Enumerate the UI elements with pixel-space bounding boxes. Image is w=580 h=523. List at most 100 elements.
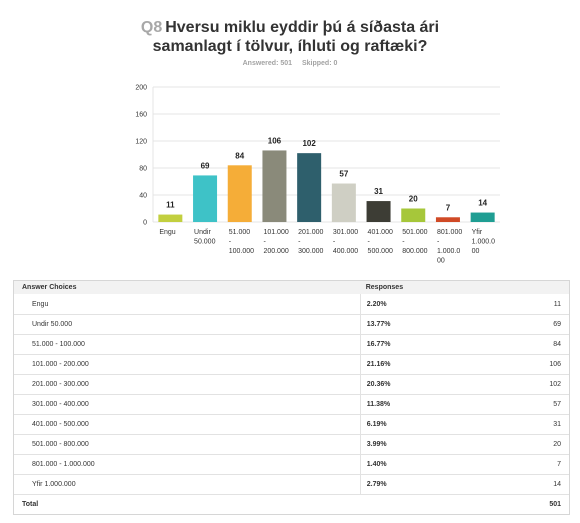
row-percent: 1.40%: [359, 455, 490, 474]
table-row: 51.000 - 100.000 16.77% 84: [14, 334, 569, 354]
question-title-line2: samanlagt í tölvur, íhluti og raftæki?: [152, 38, 428, 55]
row-percent: 16.77%: [359, 335, 490, 354]
y-tick-label: 40: [139, 193, 147, 200]
bar-value-label: 7: [446, 203, 451, 212]
row-percent: 21.16%: [359, 355, 490, 374]
bar: [366, 201, 391, 222]
table-row: 101.000 - 200.000 21.16% 106: [14, 354, 569, 374]
x-tick-label: -: [368, 239, 371, 246]
x-tick-label: 500.000: [368, 248, 393, 255]
x-tick-label: Engu: [159, 229, 175, 236]
x-tick-label: 1.000.0: [437, 248, 460, 255]
x-tick-label: 00: [472, 248, 480, 255]
bar: [297, 153, 322, 222]
x-tick-label: 400.000: [333, 248, 358, 255]
row-label: Yfir 1.000.000: [32, 481, 76, 488]
table-header-row: Answer Choices Responses: [14, 281, 569, 294]
question-number: Q8: [140, 19, 163, 36]
row-percent: 2.79%: [359, 475, 490, 494]
row-count: 57: [553, 401, 561, 408]
row-percent: 3.99%: [359, 435, 490, 454]
table-row: 201.000 - 300.000 20.36% 102: [14, 374, 569, 394]
row-count: 14: [553, 481, 561, 488]
bar-value-label: 84: [235, 151, 244, 160]
row-count: 7: [557, 461, 561, 468]
responses-table: Answer Choices Responses Engu 2.20% 11 Undi…: [13, 280, 570, 515]
bar-value-label: 106: [268, 136, 282, 145]
x-tick-label: 50.000: [194, 239, 216, 246]
row-label: 301.000 - 400.000: [32, 401, 89, 408]
row-percent: 6.19%: [359, 415, 490, 434]
y-tick-label: 160: [135, 112, 147, 119]
y-tick-label: 200: [135, 85, 147, 92]
table-row: Engu 2.20% 11: [14, 294, 569, 314]
row-label: 51.000 - 100.000: [32, 341, 85, 348]
bar: [401, 208, 426, 222]
x-tick-label: -: [437, 239, 440, 246]
question-title-line1: Hversu miklu eyddir þú á síðasta ári: [165, 19, 440, 36]
header-responses: Responses: [365, 284, 404, 291]
x-tick-label: 00: [437, 258, 445, 265]
x-tick-label: 301.000: [333, 229, 358, 236]
row-label: 101.000 - 200.000: [32, 361, 89, 368]
row-percent: 2.20%: [359, 294, 490, 314]
bar-value-label: 57: [339, 170, 348, 179]
bar-value-label: 31: [374, 187, 383, 196]
bar: [227, 165, 252, 222]
row-label: Engu: [32, 300, 49, 308]
total-count: 501: [549, 501, 561, 508]
bar: [331, 183, 356, 222]
answered-count: Answered: 501: [242, 60, 293, 67]
row-count: 84: [553, 341, 561, 348]
x-tick-label: 801.000: [437, 229, 462, 236]
x-tick-label: 200.000: [263, 248, 288, 255]
bar: [470, 212, 495, 222]
x-tick-label: 51.000: [229, 229, 251, 236]
x-tick-label: 1.000.0: [472, 239, 495, 246]
x-tick-label: Yfir: [472, 229, 483, 236]
table-total-row: Total 501: [14, 494, 569, 514]
table-body: Engu 2.20% 11 Undir 50.000 13.77% 69 51.000 - …: [14, 294, 569, 494]
row-count: 102: [549, 381, 561, 388]
question-title-block: Q8 Hversu miklu eyddir þú á síðasta ári s…: [0, 18, 580, 56]
row-label: 501.000 - 800.000: [32, 441, 89, 448]
table-row: 801.000 - 1.000.000 1.40% 7: [14, 454, 569, 474]
bar: [193, 175, 218, 222]
row-count: 31: [553, 421, 561, 428]
row-count: 106: [549, 361, 561, 368]
table-row: Yfir 1.000.000 2.79% 14: [14, 474, 569, 494]
x-tick-label: 201.000: [298, 229, 323, 236]
row-label: 801.000 - 1.000.000: [32, 461, 95, 468]
table-row: 301.000 - 400.000 11.38% 57: [14, 394, 569, 414]
bar-value-label: 14: [478, 199, 487, 208]
x-tick-label: 800.000: [402, 248, 427, 255]
row-percent: 20.36%: [359, 375, 490, 394]
question-title: Q8 Hversu miklu eyddir þú á síðasta ári: [0, 18, 580, 37]
x-tick-label: -: [333, 239, 336, 246]
bar: [158, 214, 183, 222]
x-tick-label: -: [263, 239, 266, 246]
row-label: 201.000 - 300.000: [32, 381, 89, 388]
response-meta: Answered: 501 Skipped: 0: [0, 60, 580, 67]
row-count: 69: [553, 321, 561, 328]
y-tick-label: 120: [135, 139, 147, 146]
bar-value-label: 102: [302, 139, 316, 148]
header-answer-choices: Answer Choices: [22, 284, 77, 291]
table-row: Undir 50.000 13.77% 69: [14, 314, 569, 334]
bar-value-label: 11: [166, 201, 175, 210]
x-tick-label: Undir: [194, 229, 211, 236]
row-count: 20: [553, 441, 561, 448]
y-tick-label: 80: [139, 166, 147, 173]
bar-value-label: 20: [409, 195, 418, 204]
x-tick-label: 401.000: [368, 229, 393, 236]
bar-value-label: 69: [201, 161, 210, 170]
total-label: Total: [22, 501, 39, 508]
row-label: 401.000 - 500.000: [32, 421, 89, 428]
x-tick-label: -: [298, 239, 301, 246]
y-tick-label: 0: [143, 220, 147, 227]
bar: [262, 150, 287, 222]
row-percent: 11.38%: [359, 395, 490, 414]
table-row: 401.000 - 500.000 6.19% 31: [14, 414, 569, 434]
row-count: 11: [553, 300, 561, 308]
x-tick-label: -: [402, 239, 405, 246]
